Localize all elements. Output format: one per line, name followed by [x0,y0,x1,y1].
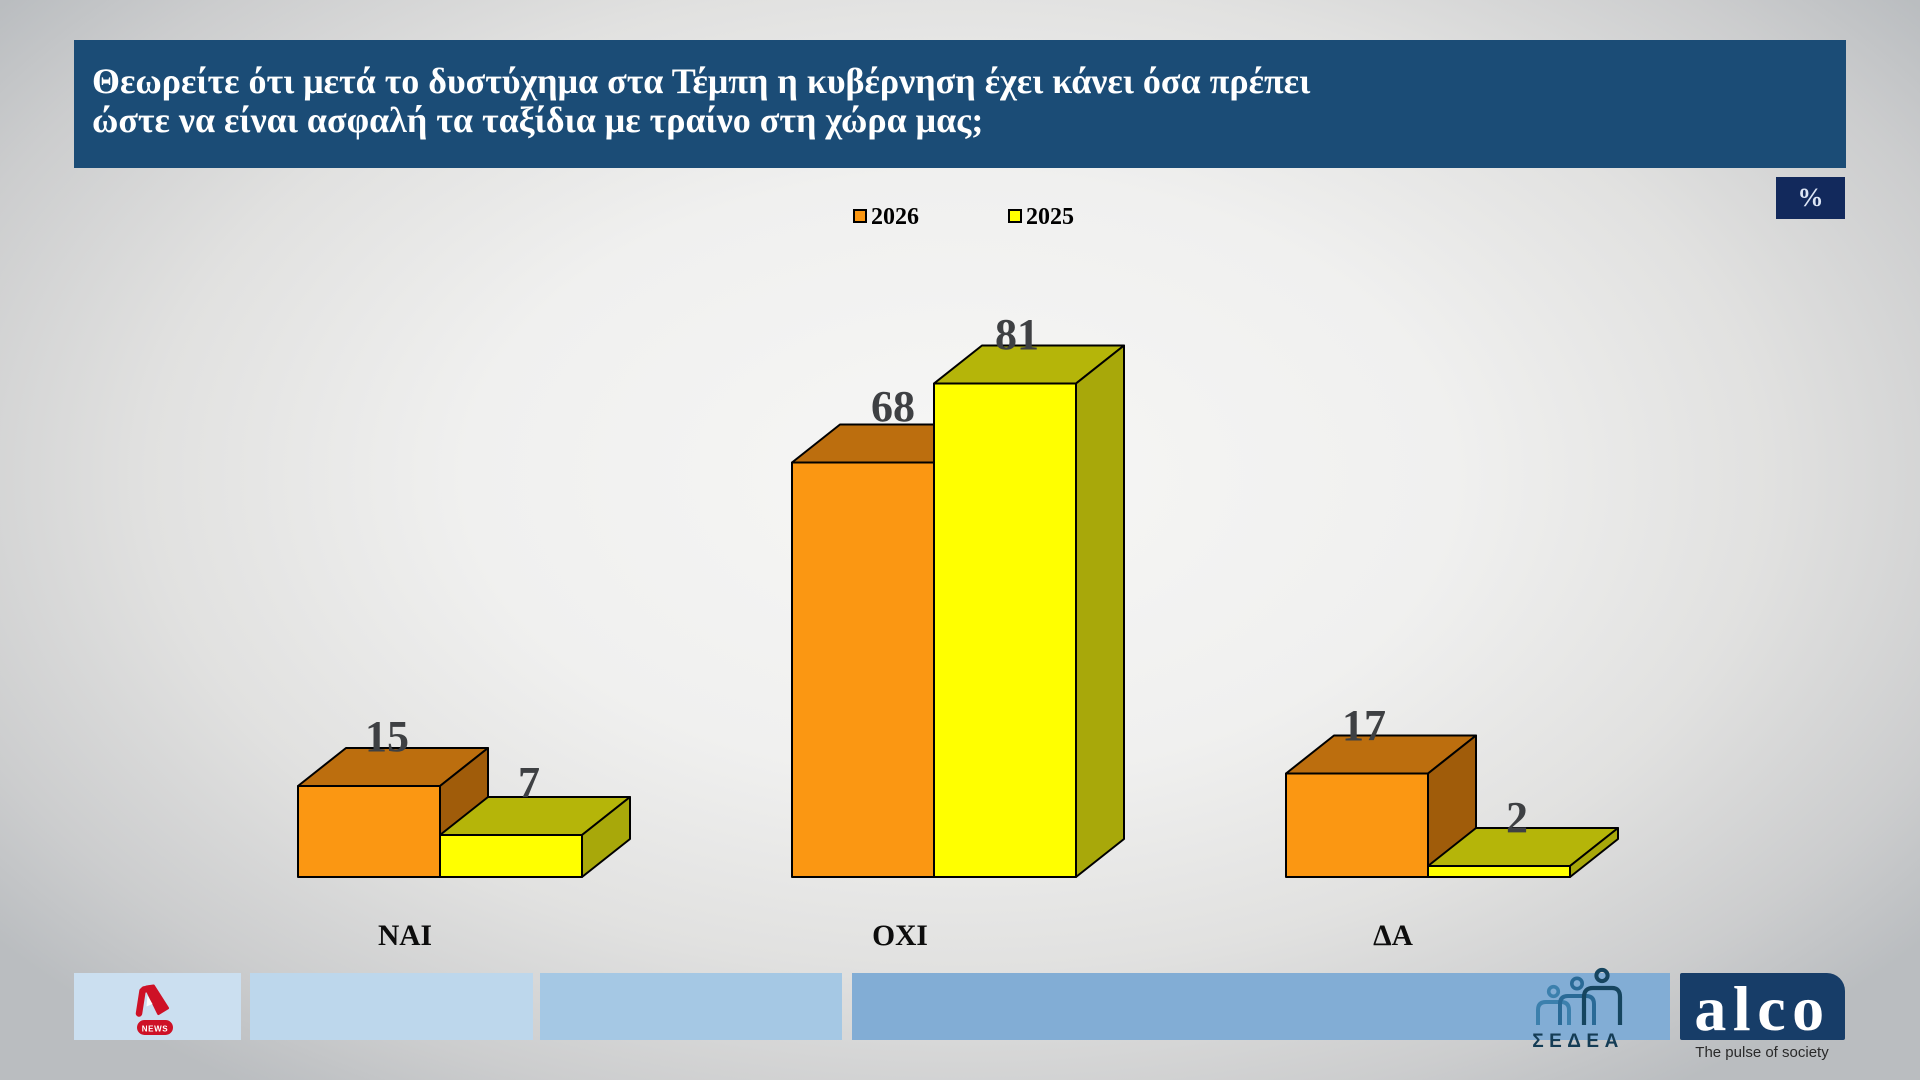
svg-text:NEWS: NEWS [142,1025,168,1034]
svg-text:ΣΕΔΕΑ: ΣΕΔΕΑ [1532,1031,1624,1052]
